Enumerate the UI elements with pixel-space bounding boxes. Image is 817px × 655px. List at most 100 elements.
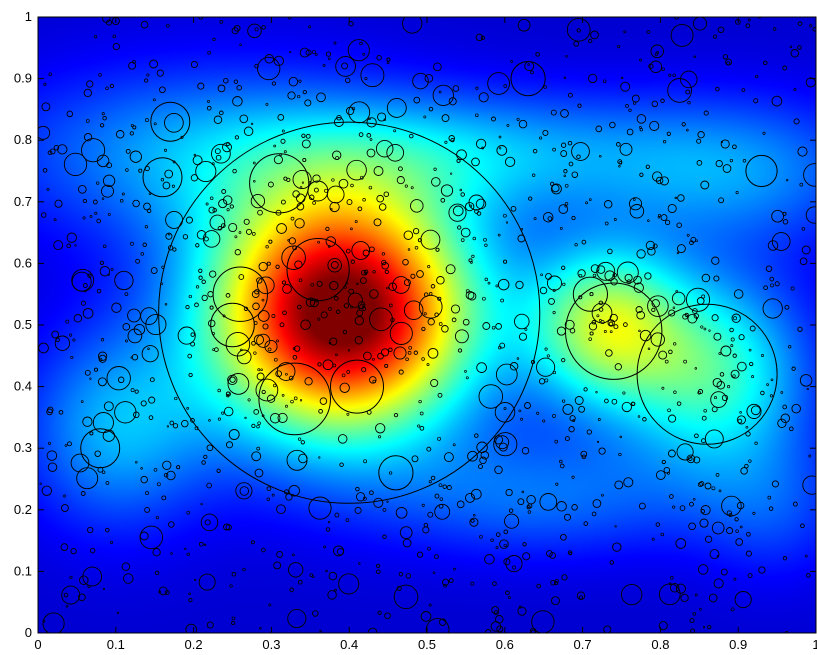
scatter-circle: [357, 301, 366, 309]
scatter-circle: [153, 467, 158, 472]
scatter-circle: [600, 320, 605, 325]
scatter-circle: [153, 122, 157, 126]
scatter-circle: [346, 370, 351, 374]
scatter-circle: [761, 354, 764, 357]
scatter-circle: [740, 467, 748, 475]
scatter-circle: [636, 310, 646, 320]
scatter-circle: [453, 567, 456, 571]
scatter-circle: [797, 326, 803, 332]
scatter-circle: [265, 102, 269, 106]
scatter-circle: [505, 590, 510, 596]
scatter-circle: [201, 279, 206, 285]
scatter-circle: [84, 369, 91, 376]
scatter-circle: [369, 307, 393, 332]
scatter-circle: [515, 280, 524, 290]
scatter-circle: [639, 172, 644, 177]
scatter-circle: [386, 143, 405, 162]
scatter-circle: [261, 547, 266, 553]
scatter-circle: [254, 289, 260, 295]
scatter-circle: [107, 212, 111, 216]
scatter-circle: [496, 145, 508, 156]
scatter-circle: [718, 197, 725, 204]
scatter-circle: [129, 241, 134, 246]
scatter-circle: [325, 236, 337, 247]
scatter-circle: [102, 115, 107, 121]
scatter-circle: [578, 405, 586, 413]
scatter-circle: [788, 345, 792, 349]
scatter-circle: [176, 465, 181, 470]
scatter-circle: [614, 480, 624, 490]
scatter-circle: [82, 416, 93, 427]
scatter-circle: [273, 357, 278, 362]
scatter-circle: [354, 506, 362, 514]
scatter-circle: [152, 548, 161, 557]
scatter-circle: [327, 590, 337, 600]
scatter-circle: [150, 267, 158, 275]
scatter-circle: [66, 243, 72, 249]
x-tick-label: 0.2: [185, 637, 203, 652]
scatter-circle: [623, 322, 628, 327]
scatter-circle: [464, 370, 467, 373]
scatter-circle: [467, 291, 477, 301]
scatter-circle: [737, 361, 747, 372]
scatter-circle: [604, 270, 616, 282]
scatter-circle: [510, 60, 513, 63]
scatter-circle: [196, 230, 207, 240]
scatter-circle: [589, 331, 594, 336]
scatter-circle: [588, 198, 592, 201]
scatter-circle: [426, 363, 430, 367]
scatter-circle: [475, 113, 479, 117]
scatter-circle: [808, 454, 812, 458]
scatter-circle: [338, 178, 349, 189]
scatter-circle: [433, 554, 439, 560]
scatter-circle: [612, 542, 622, 552]
scatter-circle: [78, 593, 86, 602]
scatter-circle: [341, 62, 349, 70]
scatter-circle: [233, 24, 241, 32]
scatter-circle: [694, 367, 698, 370]
scatter-circle: [299, 47, 310, 58]
scatter-circle: [758, 566, 766, 574]
scatter-circle: [266, 394, 276, 403]
scatter-circle: [375, 569, 381, 575]
scatter-circle: [747, 18, 751, 22]
scatter-circle: [588, 38, 593, 44]
scatter-circle: [325, 527, 331, 532]
scatter-circle: [218, 110, 224, 116]
scatter-circle: [522, 552, 531, 561]
scatter-circle: [301, 181, 305, 184]
scatter-circle: [112, 42, 120, 51]
scatter-circle: [638, 502, 646, 510]
scatter-circle: [697, 131, 705, 139]
scatter-circle: [346, 199, 353, 206]
scatter-circle: [102, 587, 106, 591]
scatter-circle: [238, 231, 242, 234]
scatter-circle: [649, 120, 660, 131]
scatter-circle: [42, 612, 65, 633]
scatter-circle: [145, 491, 149, 496]
scatter-circle: [350, 227, 353, 231]
scatter-circle: [571, 171, 579, 178]
scatter-circle: [444, 140, 448, 144]
scatter-circle: [388, 347, 393, 353]
scatter-circle: [390, 317, 395, 323]
scatter-circle: [308, 25, 312, 29]
scatter-circle: [85, 119, 90, 123]
scatter-circle: [801, 245, 811, 255]
scatter-circle: [580, 450, 588, 458]
scatter-circle: [286, 177, 291, 183]
scatter-circle: [130, 388, 135, 393]
scatter-circle: [141, 345, 159, 363]
scatter-circle: [699, 481, 705, 487]
scatter-circle: [711, 486, 716, 491]
scatter-circle: [657, 215, 661, 219]
scatter-circle: [350, 183, 354, 188]
scatter-circle: [297, 437, 302, 441]
scatter-circle: [163, 472, 169, 478]
scatter-circle: [253, 351, 257, 355]
scatter-circle: [551, 184, 560, 193]
scatter-circle: [165, 210, 184, 229]
scatter-circle: [289, 587, 295, 593]
scatter-circle: [93, 34, 98, 39]
scatter-circle: [675, 538, 687, 549]
